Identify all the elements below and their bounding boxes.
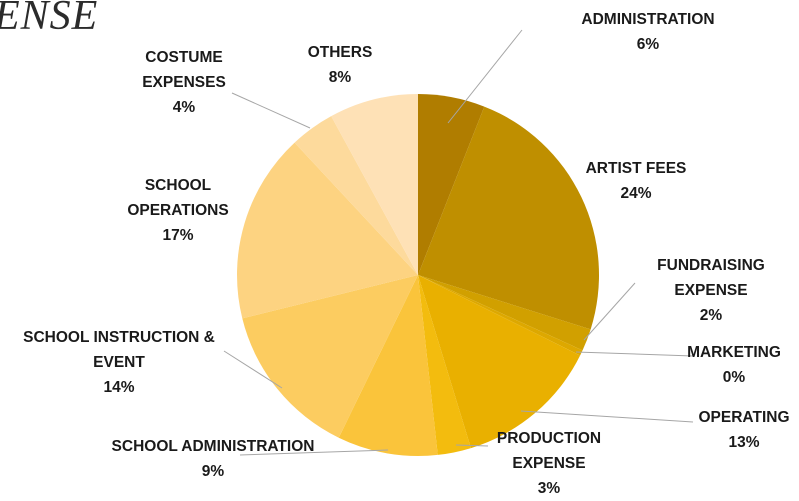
slice-label-text: EXPENSE	[674, 282, 748, 299]
chart-title: ENSE	[0, 0, 99, 39]
slice-label-7: SCHOOL ADMINISTRATION 9%	[112, 434, 315, 484]
slice-label-text: FUNDRAISING	[657, 257, 765, 274]
slice-percent: 4%	[172, 99, 196, 116]
slice-label-text: EVENT	[93, 354, 145, 371]
slice-label-text: SCHOOL ADMINISTRATION	[111, 438, 315, 455]
leader-line-10	[231, 92, 311, 129]
slice-label-text: OPERATIONS	[127, 202, 229, 219]
slice-label-text: PRODUCTION	[496, 430, 602, 447]
slice-percent: 24%	[620, 185, 652, 202]
slice-percent: 17%	[162, 227, 194, 244]
pie-slice-11	[331, 94, 418, 275]
slice-label-text: ARTIST FEES	[585, 160, 687, 177]
pie-slices	[237, 94, 600, 457]
pie-slice-8	[242, 275, 418, 438]
leader-line-8	[223, 350, 283, 389]
slice-label-text: SCHOOL INSTRUCTION &	[23, 329, 215, 346]
slice-label-4: MARKETING 0%	[687, 340, 781, 390]
leader-line-5	[520, 410, 694, 423]
slice-percent: 9%	[201, 463, 225, 480]
leader-line-7	[239, 449, 389, 456]
slice-label-text: SCHOOL	[144, 177, 212, 194]
slice-label-1: ADMINISTRATION 6%	[581, 7, 714, 57]
slice-percent: 0%	[722, 369, 746, 386]
slice-label-8: SCHOOL INSTRUCTION & EVENT 14%	[23, 325, 215, 400]
slice-label-text: MARKETING	[687, 344, 781, 361]
pie-slice-7	[338, 275, 438, 457]
slice-percent: 6%	[636, 36, 660, 53]
leader-line-6	[455, 444, 489, 447]
pie-slice-1	[418, 94, 485, 275]
slice-percent: 8%	[328, 69, 352, 86]
slice-percent: 13%	[728, 434, 760, 451]
pie-slice-4	[418, 275, 583, 356]
pie-slice-6	[418, 275, 471, 455]
slice-label-text: EXPENSES	[142, 74, 226, 91]
pie-slice-2	[418, 106, 600, 330]
slice-label-text: OPERATING	[698, 409, 790, 426]
pie-slice-10	[294, 116, 418, 275]
slice-label-3: FUNDRAISING EXPENSE 2%	[657, 253, 765, 328]
slice-label-text: OTHERS	[307, 44, 373, 61]
leader-line-3	[583, 282, 636, 341]
slice-label-9: SCHOOL OPERATIONS 17%	[127, 173, 228, 248]
slice-label-text: EXPENSE	[512, 455, 586, 472]
slice-percent: 2%	[699, 307, 723, 324]
slice-label-text: COSTUME	[145, 49, 223, 66]
slice-percent: 3%	[537, 480, 561, 497]
pie-slice-5	[418, 275, 581, 449]
pie-slice-3	[418, 275, 591, 351]
slice-label-6: PRODUCTION EXPENSE 3%	[497, 426, 601, 501]
leader-line-4	[575, 351, 694, 357]
leader-line-1	[447, 29, 523, 124]
slice-label-11: OTHERS 8%	[308, 40, 373, 90]
pie-slice-9	[237, 142, 418, 319]
slice-label-10: COSTUME EXPENSES 4%	[142, 45, 226, 120]
leader-lines	[223, 29, 694, 456]
slice-label-2: ARTIST FEES 24%	[586, 156, 687, 206]
slice-label-text: ADMINISTRATION	[581, 11, 715, 28]
slice-percent: 14%	[103, 379, 135, 396]
slice-label-5: OPERATING 13%	[699, 405, 790, 455]
